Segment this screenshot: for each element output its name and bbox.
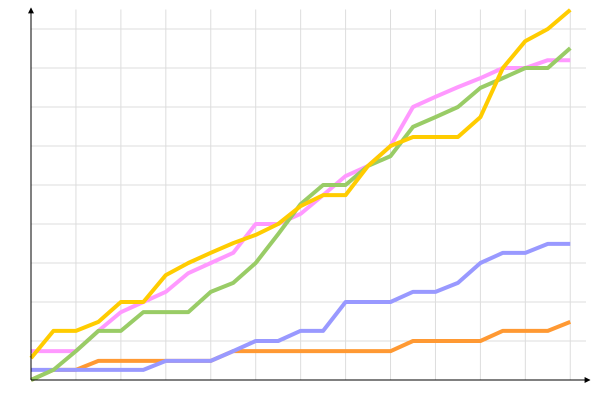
series-line bbox=[31, 58, 571, 354]
series-line bbox=[31, 241, 571, 372]
series-line bbox=[29, 8, 572, 360]
series-line bbox=[30, 320, 572, 382]
lines bbox=[29, 8, 572, 382]
